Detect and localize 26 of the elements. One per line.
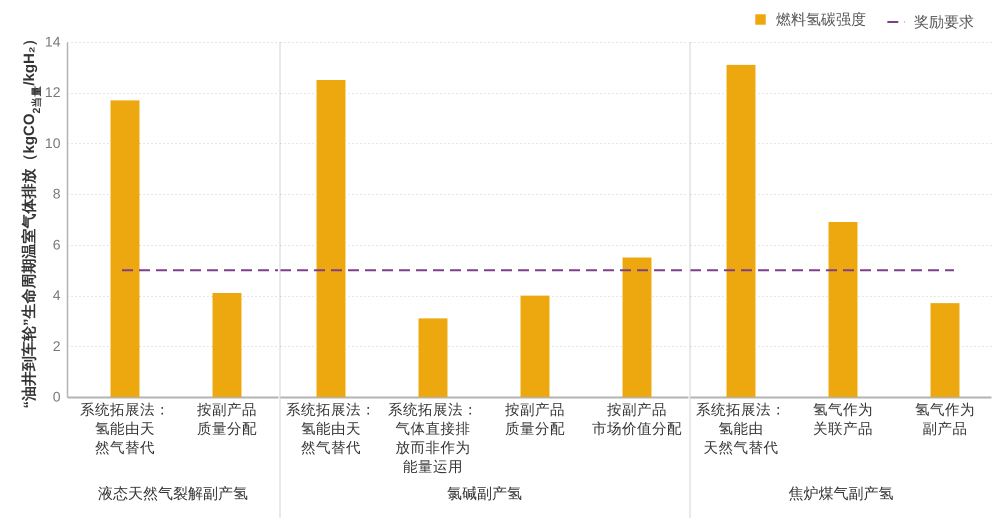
legend-label: 奖励要求 (914, 14, 974, 31)
y-tick-label: 14 (44, 34, 61, 50)
x-axis-title: 液态天然气裂解副产氢 (98, 486, 248, 502)
y-tick-label: 8 (52, 186, 61, 202)
bar (520, 296, 550, 397)
x-tick-label: 系统拓展法：气体直接排放而非作为能量运用 (388, 402, 478, 476)
x-tick-label: 氢气作为副产品 (915, 402, 975, 438)
x-tick-label: 按副产品质量分配 (197, 402, 257, 438)
x-tick-label: 系统拓展法：氢能由天然气替代 (80, 402, 170, 456)
y-tick-label: 2 (52, 338, 61, 354)
y-tick-label: 10 (44, 134, 61, 151)
y-tick-label: 6 (52, 236, 61, 252)
y-tick-label: 0 (52, 388, 61, 404)
x-tick-label: 氢气作为关联产品 (813, 402, 873, 438)
y-tick-label: 4 (52, 287, 61, 304)
x-tick-label: 按副产品质量分配 (505, 402, 565, 438)
bar (316, 80, 346, 397)
x-tick-label: 按副产品市场价值分配 (592, 402, 682, 438)
y-tick-label: 12 (44, 84, 61, 100)
x-axis-title: 氯碱副产氢 (447, 486, 522, 502)
legend-label: 燃料氢碳强度 (776, 12, 866, 28)
x-tick-label: 系统拓展法：氢能由天然气替代 (286, 402, 376, 456)
bar (622, 258, 652, 397)
x-tick-label: 系统拓展法：氢能由天然气替代 (696, 402, 786, 456)
bar (418, 318, 448, 397)
x-axis-title: 焦炉煤气副产氢 (788, 486, 894, 502)
